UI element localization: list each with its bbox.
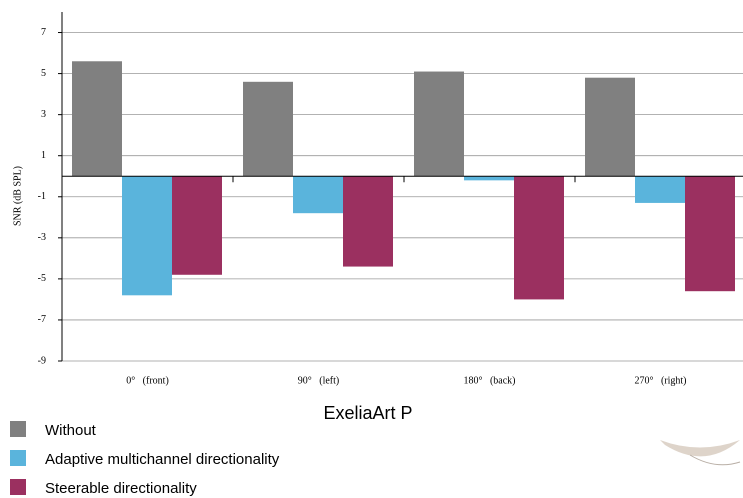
bar bbox=[514, 176, 564, 300]
bar bbox=[172, 176, 222, 275]
y-tick-label: 7 bbox=[41, 27, 46, 38]
bar bbox=[243, 81, 293, 177]
bar bbox=[685, 176, 735, 292]
legend-label: Steerable directionality bbox=[45, 480, 197, 497]
y-tick-label: -7 bbox=[38, 314, 46, 325]
legend-label: Adaptive multichannel directionality bbox=[45, 451, 280, 468]
y-axis-label: SNR (dB SPL) bbox=[12, 166, 23, 226]
decoration bbox=[660, 440, 741, 466]
legend-swatch bbox=[10, 450, 26, 466]
y-tick-label: 3 bbox=[41, 109, 46, 120]
y-tick-label: 1 bbox=[41, 150, 46, 161]
y-tick-label: 5 bbox=[41, 68, 46, 79]
bar bbox=[414, 71, 464, 177]
y-tick-label: -1 bbox=[38, 191, 46, 202]
bar bbox=[72, 61, 122, 177]
y-tick-label: -9 bbox=[38, 355, 46, 366]
x-tick-label: 270° (right) bbox=[634, 375, 686, 386]
x-tick-label: 180° (back) bbox=[463, 375, 515, 386]
legend-swatch bbox=[10, 479, 26, 495]
x-tick-label: 0° (front) bbox=[126, 375, 169, 386]
bar bbox=[464, 176, 514, 181]
y-tick-label: -5 bbox=[38, 273, 46, 284]
x-tick-label: 90° (left) bbox=[298, 375, 339, 386]
bar bbox=[293, 176, 343, 214]
legend-swatch bbox=[10, 421, 26, 437]
legend-label: Without bbox=[45, 422, 97, 439]
bar bbox=[635, 176, 685, 203]
bar bbox=[343, 176, 393, 267]
bar bbox=[122, 176, 172, 296]
y-tick-label: -3 bbox=[38, 232, 46, 243]
chart-title: ExeliaArt P bbox=[323, 403, 412, 423]
bar bbox=[585, 77, 635, 177]
